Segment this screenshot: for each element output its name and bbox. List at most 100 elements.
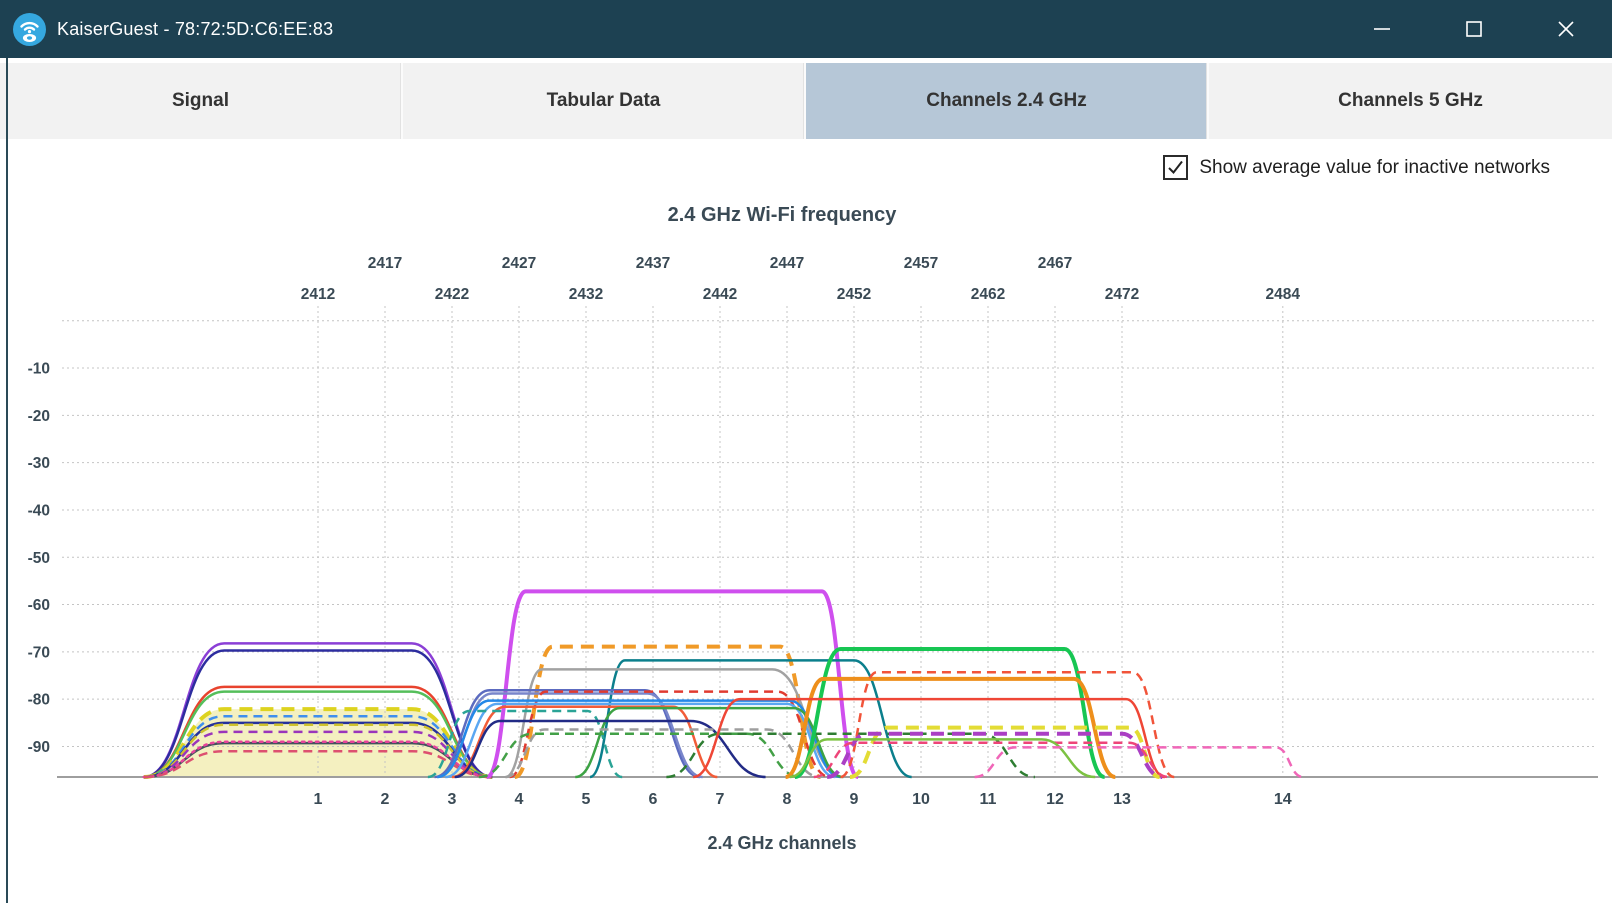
freq-label: 2427 xyxy=(502,255,536,272)
show-average-option: Show average value for inactive networks xyxy=(1163,155,1550,180)
network-curve xyxy=(437,701,840,777)
maximize-icon xyxy=(1463,18,1485,40)
network-curve xyxy=(506,669,844,777)
chart-title: 2.4 GHz Wi-Fi frequency xyxy=(0,204,1564,227)
network-curve xyxy=(144,751,492,777)
window-left-border xyxy=(6,58,8,903)
db-tick-label: -70 xyxy=(28,644,50,661)
network-curve xyxy=(487,591,858,777)
window-title: KaiserGuest - 78:72:5D:C6:EE:83 xyxy=(57,19,333,40)
title-bar: KaiserGuest - 78:72:5D:C6:EE:83 xyxy=(0,0,1612,58)
show-average-checkbox[interactable] xyxy=(1163,155,1188,180)
tab-signal[interactable]: Signal xyxy=(0,63,403,139)
show-average-label: Show average value for inactive networks xyxy=(1199,157,1550,179)
network-curve xyxy=(144,650,492,777)
network-curve xyxy=(790,739,1096,777)
freq-label: 2412 xyxy=(301,286,335,303)
network-curve xyxy=(850,728,1160,777)
db-tick-label: -10 xyxy=(28,361,50,378)
network-curve xyxy=(144,725,492,777)
channel-label: 7 xyxy=(716,791,725,808)
db-tick-label: -90 xyxy=(28,739,50,756)
channel-label: 4 xyxy=(515,791,524,808)
db-tick-label: -40 xyxy=(28,502,50,519)
network-curve xyxy=(786,679,1116,777)
maximize-button[interactable] xyxy=(1428,0,1520,58)
channel-label: 2 xyxy=(381,791,390,808)
network-curve xyxy=(841,672,1175,777)
freq-label: 2452 xyxy=(837,286,871,303)
network-curve xyxy=(827,734,1162,777)
network-curve xyxy=(144,723,492,777)
close-icon xyxy=(1555,18,1577,40)
network-curve xyxy=(437,694,702,777)
channel-label: 12 xyxy=(1046,791,1064,808)
channel-label: 6 xyxy=(649,791,658,808)
freq-label: 2447 xyxy=(770,255,804,272)
network-curve xyxy=(814,743,1169,777)
minimize-button[interactable] xyxy=(1336,0,1428,58)
freq-label: 2484 xyxy=(1266,286,1301,303)
minimize-icon xyxy=(1371,18,1393,40)
channel-label: 5 xyxy=(582,791,591,808)
network-curve xyxy=(144,742,492,777)
checkmark-icon xyxy=(1166,158,1185,177)
db-tick-label: -60 xyxy=(28,597,50,614)
freq-label: 2442 xyxy=(703,286,737,303)
network-curve xyxy=(455,721,766,777)
network-curve xyxy=(590,660,912,777)
channel-label: 11 xyxy=(980,791,997,808)
app-window: KaiserGuest - 78:72:5D:C6:EE:83 Signal T… xyxy=(0,0,1612,903)
tab-label: Channels 2.4 GHz xyxy=(926,90,1087,112)
freq-label: 2457 xyxy=(904,255,938,272)
channel-label: 3 xyxy=(448,791,457,808)
tab-channels-5-ghz[interactable]: Channels 5 GHz xyxy=(1209,63,1612,139)
channel-label: 1 xyxy=(314,791,323,808)
channel-label: 13 xyxy=(1113,791,1131,808)
network-curve xyxy=(510,692,830,777)
db-tick-label: -20 xyxy=(28,408,50,425)
channel-label: 14 xyxy=(1274,791,1292,808)
network-curve xyxy=(144,743,492,777)
network-curve xyxy=(575,708,843,777)
network-curve xyxy=(795,649,1105,777)
network-curve xyxy=(975,747,1303,777)
network-curve xyxy=(144,687,492,777)
freq-label: 2462 xyxy=(971,286,1005,303)
network-curve xyxy=(435,690,700,777)
freq-label: 2432 xyxy=(569,286,603,303)
network-curve xyxy=(515,647,821,777)
network-curve xyxy=(452,707,717,777)
db-tick-label: -80 xyxy=(28,692,50,709)
selected-network-fill xyxy=(144,709,492,777)
network-curve xyxy=(144,709,492,777)
channel-label: 10 xyxy=(912,791,930,808)
app-icon xyxy=(13,13,46,46)
network-curve xyxy=(144,732,492,777)
network-curve xyxy=(666,734,1035,777)
network-curve xyxy=(144,716,492,777)
db-tick-label: -30 xyxy=(28,455,50,472)
freq-label: 2437 xyxy=(636,255,670,272)
tab-channels-2-4-ghz[interactable]: Channels 2.4 GHz xyxy=(806,63,1209,139)
freq-label: 2472 xyxy=(1105,286,1139,303)
network-curve xyxy=(479,734,801,777)
freq-label: 2417 xyxy=(368,255,402,272)
channel-label: 9 xyxy=(850,791,859,808)
db-tick-label: -50 xyxy=(28,550,50,567)
tab-tabular-data[interactable]: Tabular Data xyxy=(403,63,806,139)
channel-label: 8 xyxy=(783,791,792,808)
network-curve xyxy=(428,711,622,777)
network-curve xyxy=(144,643,492,777)
network-curve xyxy=(445,704,835,777)
network-curve xyxy=(693,699,1165,777)
tab-bar: Signal Tabular Data Channels 2.4 GHz Cha… xyxy=(0,63,1612,139)
close-button[interactable] xyxy=(1520,0,1612,58)
tab-label: Signal xyxy=(172,90,229,112)
tab-label: Tabular Data xyxy=(547,90,661,112)
x-axis-title: 2.4 GHz channels xyxy=(0,833,1564,854)
tab-label: Channels 5 GHz xyxy=(1338,90,1483,112)
network-curve xyxy=(144,692,492,777)
freq-label: 2422 xyxy=(435,286,469,303)
freq-label: 2467 xyxy=(1038,255,1072,272)
